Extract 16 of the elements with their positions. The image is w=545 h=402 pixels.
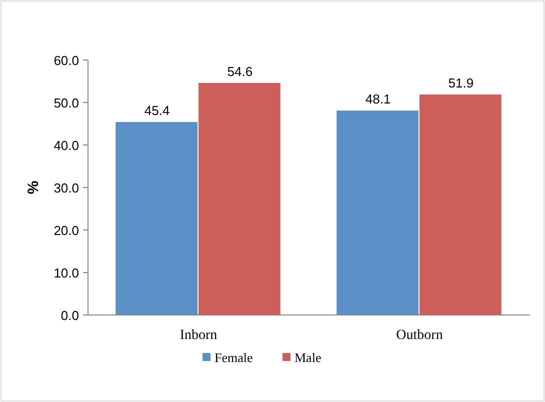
y-tick-label: 40.0 [54, 138, 79, 153]
x-tick-label: Outborn [396, 328, 443, 343]
data-label: 45.4 [144, 103, 170, 118]
y-tick-label: 60.0 [54, 53, 79, 68]
legend-label: Male [294, 350, 322, 365]
y-tick-label: 0.0 [60, 308, 79, 323]
data-label: 48.1 [365, 92, 391, 107]
data-label: 51.9 [448, 75, 474, 90]
legend-label: Female [214, 350, 253, 365]
y-tick-label: 10.0 [54, 266, 79, 280]
y-tick-label: 50.0 [54, 96, 79, 110]
data-label: 54.6 [227, 64, 253, 79]
y-tick-label: 20.0 [54, 223, 79, 238]
x-tick-label: Inborn [180, 328, 218, 343]
y-axis-title: % [25, 180, 42, 194]
y-tick-label: 30.0 [54, 180, 79, 196]
